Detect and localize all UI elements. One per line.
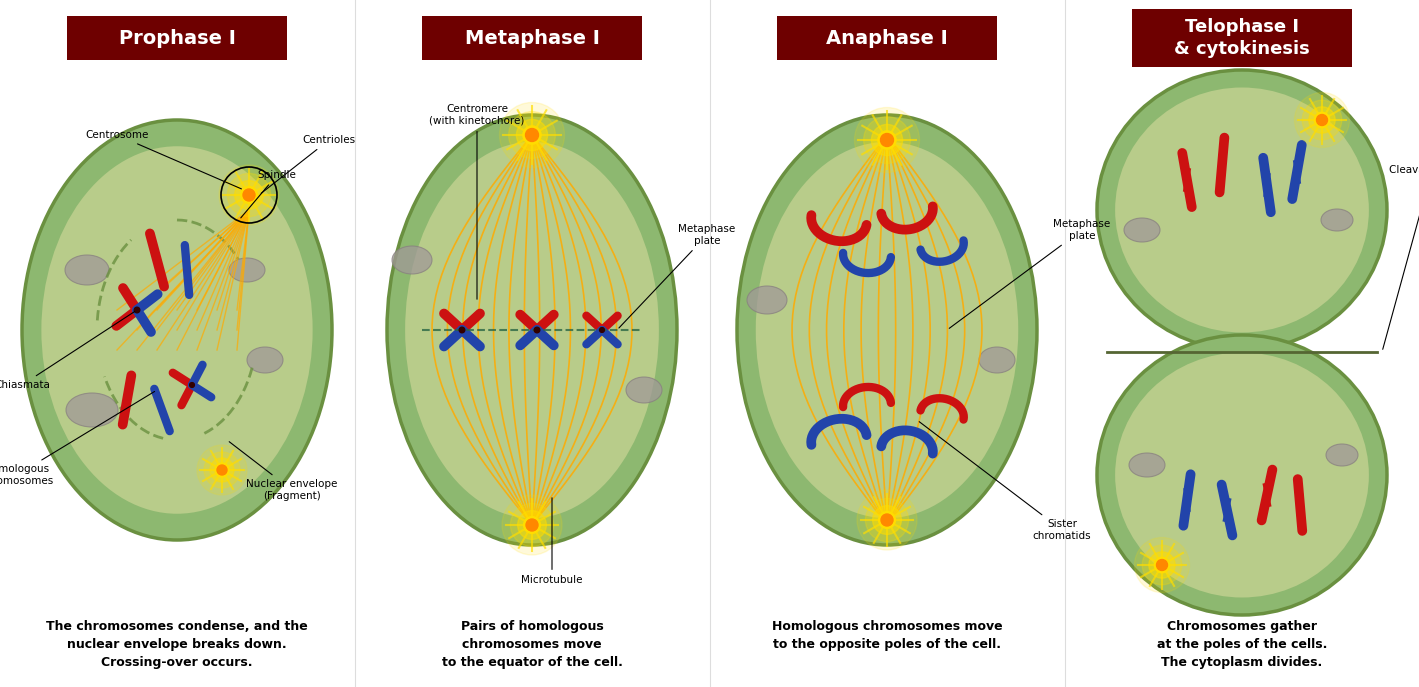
Circle shape (1142, 545, 1182, 585)
Text: Metaphase
plate: Metaphase plate (949, 219, 1111, 328)
Circle shape (219, 165, 280, 225)
Ellipse shape (1115, 87, 1369, 333)
Circle shape (1308, 106, 1335, 133)
Circle shape (502, 495, 562, 555)
Ellipse shape (626, 377, 663, 403)
Circle shape (227, 173, 271, 216)
Circle shape (864, 117, 911, 164)
Ellipse shape (1130, 453, 1165, 477)
Circle shape (854, 107, 920, 172)
Circle shape (600, 328, 604, 333)
Circle shape (511, 504, 553, 547)
Circle shape (881, 133, 894, 146)
Ellipse shape (23, 120, 332, 540)
Ellipse shape (746, 286, 788, 314)
Circle shape (878, 131, 897, 149)
Text: Chromosomes gather
at the poles of the cells.
The cytoplasm divides.: Chromosomes gather at the poles of the c… (1156, 620, 1327, 669)
Text: Pairs of homologous
chromosomes move
to the equator of the cell.: Pairs of homologous chromosomes move to … (441, 620, 623, 669)
Text: Metaphase I: Metaphase I (464, 28, 599, 47)
Circle shape (866, 498, 908, 541)
Circle shape (190, 383, 194, 387)
Circle shape (197, 445, 247, 495)
Circle shape (135, 307, 140, 313)
Circle shape (204, 452, 240, 488)
Circle shape (524, 517, 541, 533)
Ellipse shape (1097, 70, 1386, 350)
Text: Anaphase I: Anaphase I (826, 28, 948, 47)
Circle shape (857, 490, 917, 550)
Circle shape (210, 458, 234, 482)
Ellipse shape (65, 255, 109, 285)
Circle shape (1303, 100, 1342, 139)
Circle shape (522, 126, 541, 144)
Circle shape (1156, 559, 1168, 570)
Circle shape (1154, 557, 1169, 573)
Bar (778, 16, 998, 60)
Circle shape (508, 111, 555, 159)
Circle shape (499, 102, 565, 168)
Circle shape (217, 465, 227, 475)
Text: Centrioles: Centrioles (261, 135, 356, 193)
Text: Microtubule: Microtubule (521, 498, 583, 585)
Ellipse shape (41, 146, 312, 514)
Text: The chromosomes condense, and the
nuclear envelope breaks down.
Crossing-over oc: The chromosomes condense, and the nuclea… (47, 620, 308, 669)
Circle shape (1314, 112, 1330, 128)
Circle shape (873, 506, 901, 534)
Text: Telophase I
& cytokinesis: Telophase I & cytokinesis (1174, 18, 1310, 58)
Text: Nuclear envelope
(Fragment): Nuclear envelope (Fragment) (230, 442, 338, 501)
Circle shape (234, 181, 264, 210)
Circle shape (534, 327, 539, 333)
Text: Prophase I: Prophase I (119, 28, 236, 47)
Text: Homologous chromosomes move
to the opposite poles of the cell.: Homologous chromosomes move to the oppos… (772, 620, 1002, 651)
Text: Centromere
(with kinetochore): Centromere (with kinetochore) (430, 104, 525, 300)
Text: Sister
chromatids: Sister chromatids (920, 422, 1091, 541)
Circle shape (871, 124, 902, 155)
Circle shape (1135, 537, 1189, 592)
Circle shape (518, 510, 546, 539)
Ellipse shape (406, 142, 658, 518)
Circle shape (460, 327, 465, 333)
Ellipse shape (1325, 444, 1358, 466)
Circle shape (525, 128, 538, 142)
Text: Homologous
chromosomes: Homologous chromosomes (0, 392, 155, 486)
Circle shape (241, 187, 257, 203)
Text: Chiasmata: Chiasmata (0, 311, 135, 390)
Ellipse shape (228, 258, 265, 282)
Circle shape (517, 120, 548, 150)
Circle shape (1294, 93, 1349, 148)
Circle shape (878, 512, 895, 528)
Bar (421, 16, 641, 60)
Circle shape (1149, 552, 1175, 578)
Ellipse shape (736, 115, 1037, 545)
Ellipse shape (756, 142, 1019, 518)
Ellipse shape (67, 393, 118, 427)
Ellipse shape (1321, 209, 1352, 231)
Circle shape (243, 189, 255, 201)
Text: Metaphase
plate: Metaphase plate (619, 224, 735, 328)
Bar (1132, 9, 1352, 67)
Circle shape (881, 514, 893, 526)
Text: Cleavage furrow: Cleavage furrow (1382, 165, 1419, 349)
Ellipse shape (1124, 218, 1159, 242)
Circle shape (1317, 115, 1328, 126)
Circle shape (216, 463, 228, 477)
Bar (67, 16, 287, 60)
Ellipse shape (979, 347, 1015, 373)
Circle shape (526, 519, 538, 531)
Ellipse shape (247, 347, 282, 373)
Ellipse shape (1097, 335, 1386, 615)
Ellipse shape (392, 246, 431, 274)
Text: Centrosome: Centrosome (85, 130, 241, 189)
Ellipse shape (387, 115, 677, 545)
Text: Spindle: Spindle (241, 170, 297, 218)
Ellipse shape (1115, 352, 1369, 598)
